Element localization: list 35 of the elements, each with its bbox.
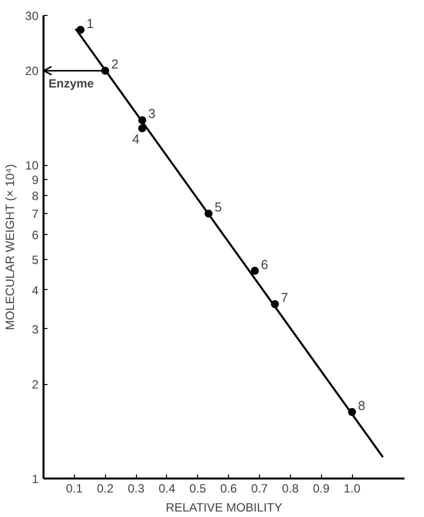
annotation: 1 xyxy=(86,16,94,31)
x-tick-label: 0.3 xyxy=(128,482,145,496)
annotation: 8 xyxy=(358,398,366,413)
y-tick-label: 5 xyxy=(32,252,39,267)
x-tick-label: 0.4 xyxy=(158,482,176,496)
point xyxy=(138,124,146,132)
annotation: Enzyme xyxy=(48,76,94,91)
y-tick-label: 30 xyxy=(25,9,39,23)
x-tick-label: 0.9 xyxy=(312,482,330,496)
y-tick-label: 20 xyxy=(25,64,39,78)
y-tick-label: 10 xyxy=(25,158,39,173)
y-tick-label: 4 xyxy=(32,283,39,298)
y-tick-label: 2 xyxy=(32,378,39,392)
y-tick-label: 1 xyxy=(32,472,39,486)
x-tick-label: 0.6 xyxy=(220,482,238,496)
annotation: 3 xyxy=(148,106,156,122)
point xyxy=(250,266,259,275)
x-tick-label: 0.5 xyxy=(189,482,206,496)
annotation: 6 xyxy=(260,256,268,272)
annotation: 5 xyxy=(214,200,222,215)
x-axis-title: RELATIVE MOBILITY xyxy=(166,500,282,514)
y-tick-label: 8 xyxy=(32,188,39,203)
annotation: 2 xyxy=(111,56,118,72)
y-tick-label: 6 xyxy=(32,228,39,242)
x-tick-label: 1.0 xyxy=(344,482,361,496)
x-tick-label: 0.8 xyxy=(282,482,300,496)
x-tick-label: 0.7 xyxy=(251,482,268,496)
annotation: 4 xyxy=(132,131,140,146)
annotation: 7 xyxy=(280,290,288,306)
y-tick-label: 3 xyxy=(32,322,39,336)
y-axis-title: MOLECULAR WEIGHT (× 10⁴) xyxy=(3,164,18,330)
x-tick-label: 0.2 xyxy=(96,482,114,496)
x-tick-label: 0.1 xyxy=(66,482,84,496)
y-tick-label: 7 xyxy=(32,207,39,222)
y-tick-label: 9 xyxy=(32,172,39,187)
